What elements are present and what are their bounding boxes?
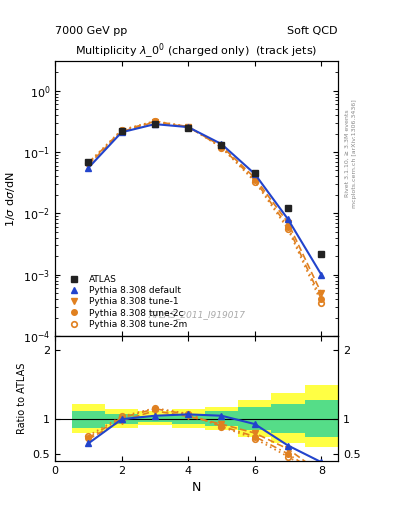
Pythia 8.308 tune-1 (186, 124, 191, 130)
ATLAS (319, 250, 324, 257)
Line: Pythia 8.308 default: Pythia 8.308 default (85, 121, 325, 278)
ATLAS (286, 205, 290, 211)
Text: 7000 GeV pp: 7000 GeV pp (55, 26, 127, 36)
Pythia 8.308 tune-1 (86, 162, 91, 168)
Bar (305, 385, 338, 447)
ATLAS (186, 124, 191, 131)
Pythia 8.308 tune-2c (152, 118, 157, 124)
ATLAS (219, 142, 224, 148)
Bar (105, 414, 138, 424)
Pythia 8.308 tune-2c (319, 296, 324, 302)
ATLAS (252, 169, 257, 176)
Pythia 8.308 tune-2c (186, 123, 191, 130)
Pythia 8.308 default (219, 141, 224, 147)
Pythia 8.308 tune-2m (252, 179, 257, 185)
Pythia 8.308 default (152, 121, 157, 127)
Title: Multiplicity $\lambda\_0^0$ (charged only)  (track jets): Multiplicity $\lambda\_0^0$ (charged onl… (75, 42, 318, 61)
Pythia 8.308 default (252, 171, 257, 177)
Text: Rivet 3.1.10, ≥ 3.3M events: Rivet 3.1.10, ≥ 3.3M events (345, 110, 350, 198)
Y-axis label: Ratio to ATLAS: Ratio to ATLAS (17, 362, 27, 434)
Pythia 8.308 tune-2c (286, 224, 290, 230)
Line: Pythia 8.308 tune-2c: Pythia 8.308 tune-2c (86, 119, 324, 302)
Bar (272, 393, 305, 443)
Pythia 8.308 tune-1 (119, 129, 124, 135)
Line: Pythia 8.308 tune-1: Pythia 8.308 tune-1 (86, 119, 324, 296)
ATLAS (86, 158, 91, 164)
Text: Soft QCD: Soft QCD (288, 26, 338, 36)
Pythia 8.308 tune-2m (219, 144, 224, 151)
ATLAS (152, 121, 157, 127)
X-axis label: N: N (192, 481, 201, 494)
Pythia 8.308 default (319, 271, 324, 278)
Legend: ATLAS, Pythia 8.308 default, Pythia 8.308 tune-1, Pythia 8.308 tune-2c, Pythia 8: ATLAS, Pythia 8.308 default, Pythia 8.30… (59, 272, 190, 331)
Bar (171, 409, 205, 428)
Line: Pythia 8.308 tune-2m: Pythia 8.308 tune-2m (86, 118, 324, 306)
Pythia 8.308 tune-2c (252, 177, 257, 183)
Bar (305, 400, 338, 437)
Text: ATLAS_2011_I919017: ATLAS_2011_I919017 (148, 310, 245, 319)
Bar (138, 411, 171, 425)
Pythia 8.308 tune-1 (219, 143, 224, 149)
Pythia 8.308 tune-2c (119, 127, 124, 134)
Pythia 8.308 tune-2m (286, 226, 290, 232)
Line: ATLAS: ATLAS (85, 120, 325, 257)
Bar (138, 416, 171, 422)
Pythia 8.308 tune-2c (219, 144, 224, 150)
ATLAS (119, 128, 124, 134)
Pythia 8.308 tune-1 (286, 220, 290, 226)
Pythia 8.308 tune-2m (86, 160, 91, 166)
Bar (171, 414, 205, 424)
Pythia 8.308 tune-1 (319, 290, 324, 296)
Pythia 8.308 tune-2m (186, 123, 191, 130)
Pythia 8.308 default (186, 124, 191, 130)
Pythia 8.308 default (86, 165, 91, 171)
Pythia 8.308 default (286, 216, 290, 222)
Pythia 8.308 tune-2m (119, 127, 124, 133)
Pythia 8.308 default (119, 129, 124, 135)
Bar (72, 411, 105, 428)
Text: mcplots.cern.ch [arXiv:1306.3436]: mcplots.cern.ch [arXiv:1306.3436] (352, 99, 357, 208)
Pythia 8.308 tune-2m (319, 300, 324, 306)
Bar (272, 404, 305, 433)
Pythia 8.308 tune-1 (152, 119, 157, 125)
Bar (205, 407, 238, 430)
Pythia 8.308 tune-2c (86, 160, 91, 166)
Pythia 8.308 tune-1 (252, 175, 257, 181)
Bar (105, 409, 138, 428)
Bar (238, 400, 272, 437)
Bar (72, 404, 105, 433)
Y-axis label: 1/$\sigma$ d$\sigma$/dN: 1/$\sigma$ d$\sigma$/dN (4, 171, 17, 226)
Bar (238, 407, 272, 430)
Bar (205, 411, 238, 426)
Pythia 8.308 tune-2m (152, 118, 157, 124)
